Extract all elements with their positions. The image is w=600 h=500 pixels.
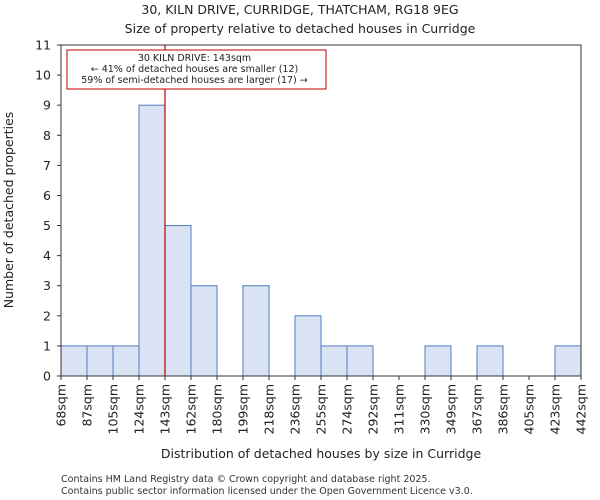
x-tick-label: 180sqm (210, 384, 225, 434)
y-tick-label: 4 (43, 248, 51, 263)
y-axis-label: Number of detached properties (1, 112, 16, 309)
x-tick-label: 236sqm (288, 384, 303, 434)
x-tick-label: 124sqm (132, 384, 147, 434)
y-tick-label: 3 (43, 278, 51, 293)
y-tick-label: 5 (43, 218, 51, 233)
bar-255sqm (320, 345, 348, 377)
x-tick-label: 292sqm (366, 384, 381, 434)
x-tick-label: 330sqm (418, 384, 433, 434)
bar-87sqm (86, 345, 114, 377)
x-tick-label: 143sqm (158, 384, 173, 434)
ticks-layer: 0 1 2 3 4 5 6 7 8 9 10 11 68sqm 87sqm 105sqm 124sqm 143s… (35, 38, 588, 435)
bar-68sqm (60, 345, 88, 377)
x-tick-label: 423sqm (548, 384, 563, 434)
x-tick-label: 311sqm (392, 384, 407, 434)
x-tick-label: 199sqm (236, 384, 251, 434)
annotation-line-2: ← 41% of detached houses are smaller (12… (91, 64, 298, 75)
annotation-line-1: 30 KILN DRIVE: 143sqm (138, 53, 251, 64)
x-tick-label: 68sqm (54, 384, 69, 427)
annotation-frame (66, 49, 327, 90)
x-tick-label: 274sqm (340, 384, 355, 434)
x-tick-label: 405sqm (522, 384, 537, 434)
y-tick-label: 8 (43, 128, 51, 143)
x-tick-label: 162sqm (184, 384, 199, 434)
y-tick-label: 2 (43, 308, 51, 323)
annotation-line-3: 59% of semi-detached houses are larger (… (81, 75, 308, 86)
y-tick-label: 0 (43, 369, 51, 384)
chart-title: 30, KILN DRIVE, CURRIDGE, THATCHAM, RG18… (141, 2, 458, 17)
x-tick-label: 442sqm (574, 384, 589, 434)
footer-line-2: Contains public sector information licen… (61, 486, 473, 497)
bar-162sqm (190, 285, 218, 377)
y-tick-label: 9 (43, 98, 51, 113)
x-tick-label: 255sqm (314, 384, 329, 434)
bar-199sqm (242, 285, 270, 377)
bar-330sqm (424, 345, 452, 377)
x-tick-label: 386sqm (496, 384, 511, 434)
bars-layer (60, 104, 582, 377)
bar-236sqm (294, 315, 322, 377)
x-tick-label: 87sqm (80, 384, 95, 427)
footer-line-1: Contains HM Land Registry data © Crown c… (61, 474, 431, 485)
bar-423sqm (554, 345, 582, 377)
x-tick-label: 349sqm (444, 384, 459, 434)
x-tick-label: 367sqm (470, 384, 485, 434)
y-tick-label: 6 (43, 188, 51, 203)
x-tick-label: 105sqm (106, 384, 121, 434)
y-tick-label: 7 (43, 158, 51, 173)
bar-367sqm (476, 345, 504, 377)
bar-143sqm (164, 225, 192, 377)
bar-105sqm (112, 345, 140, 377)
y-tick-label: 1 (43, 338, 51, 353)
y-tick-label: 10 (35, 68, 51, 83)
bar-124sqm (138, 104, 166, 377)
y-tick-label: 11 (35, 38, 51, 53)
x-axis-label: Distribution of detached houses by size … (161, 446, 482, 461)
x-tick-label: 218sqm (262, 384, 277, 434)
bar-274sqm (346, 345, 374, 377)
annotation-box: 30 KILN DRIVE: 143sqm← 41% of detached h… (66, 49, 327, 90)
chart-subtitle: Size of property relative to detached ho… (125, 21, 476, 36)
